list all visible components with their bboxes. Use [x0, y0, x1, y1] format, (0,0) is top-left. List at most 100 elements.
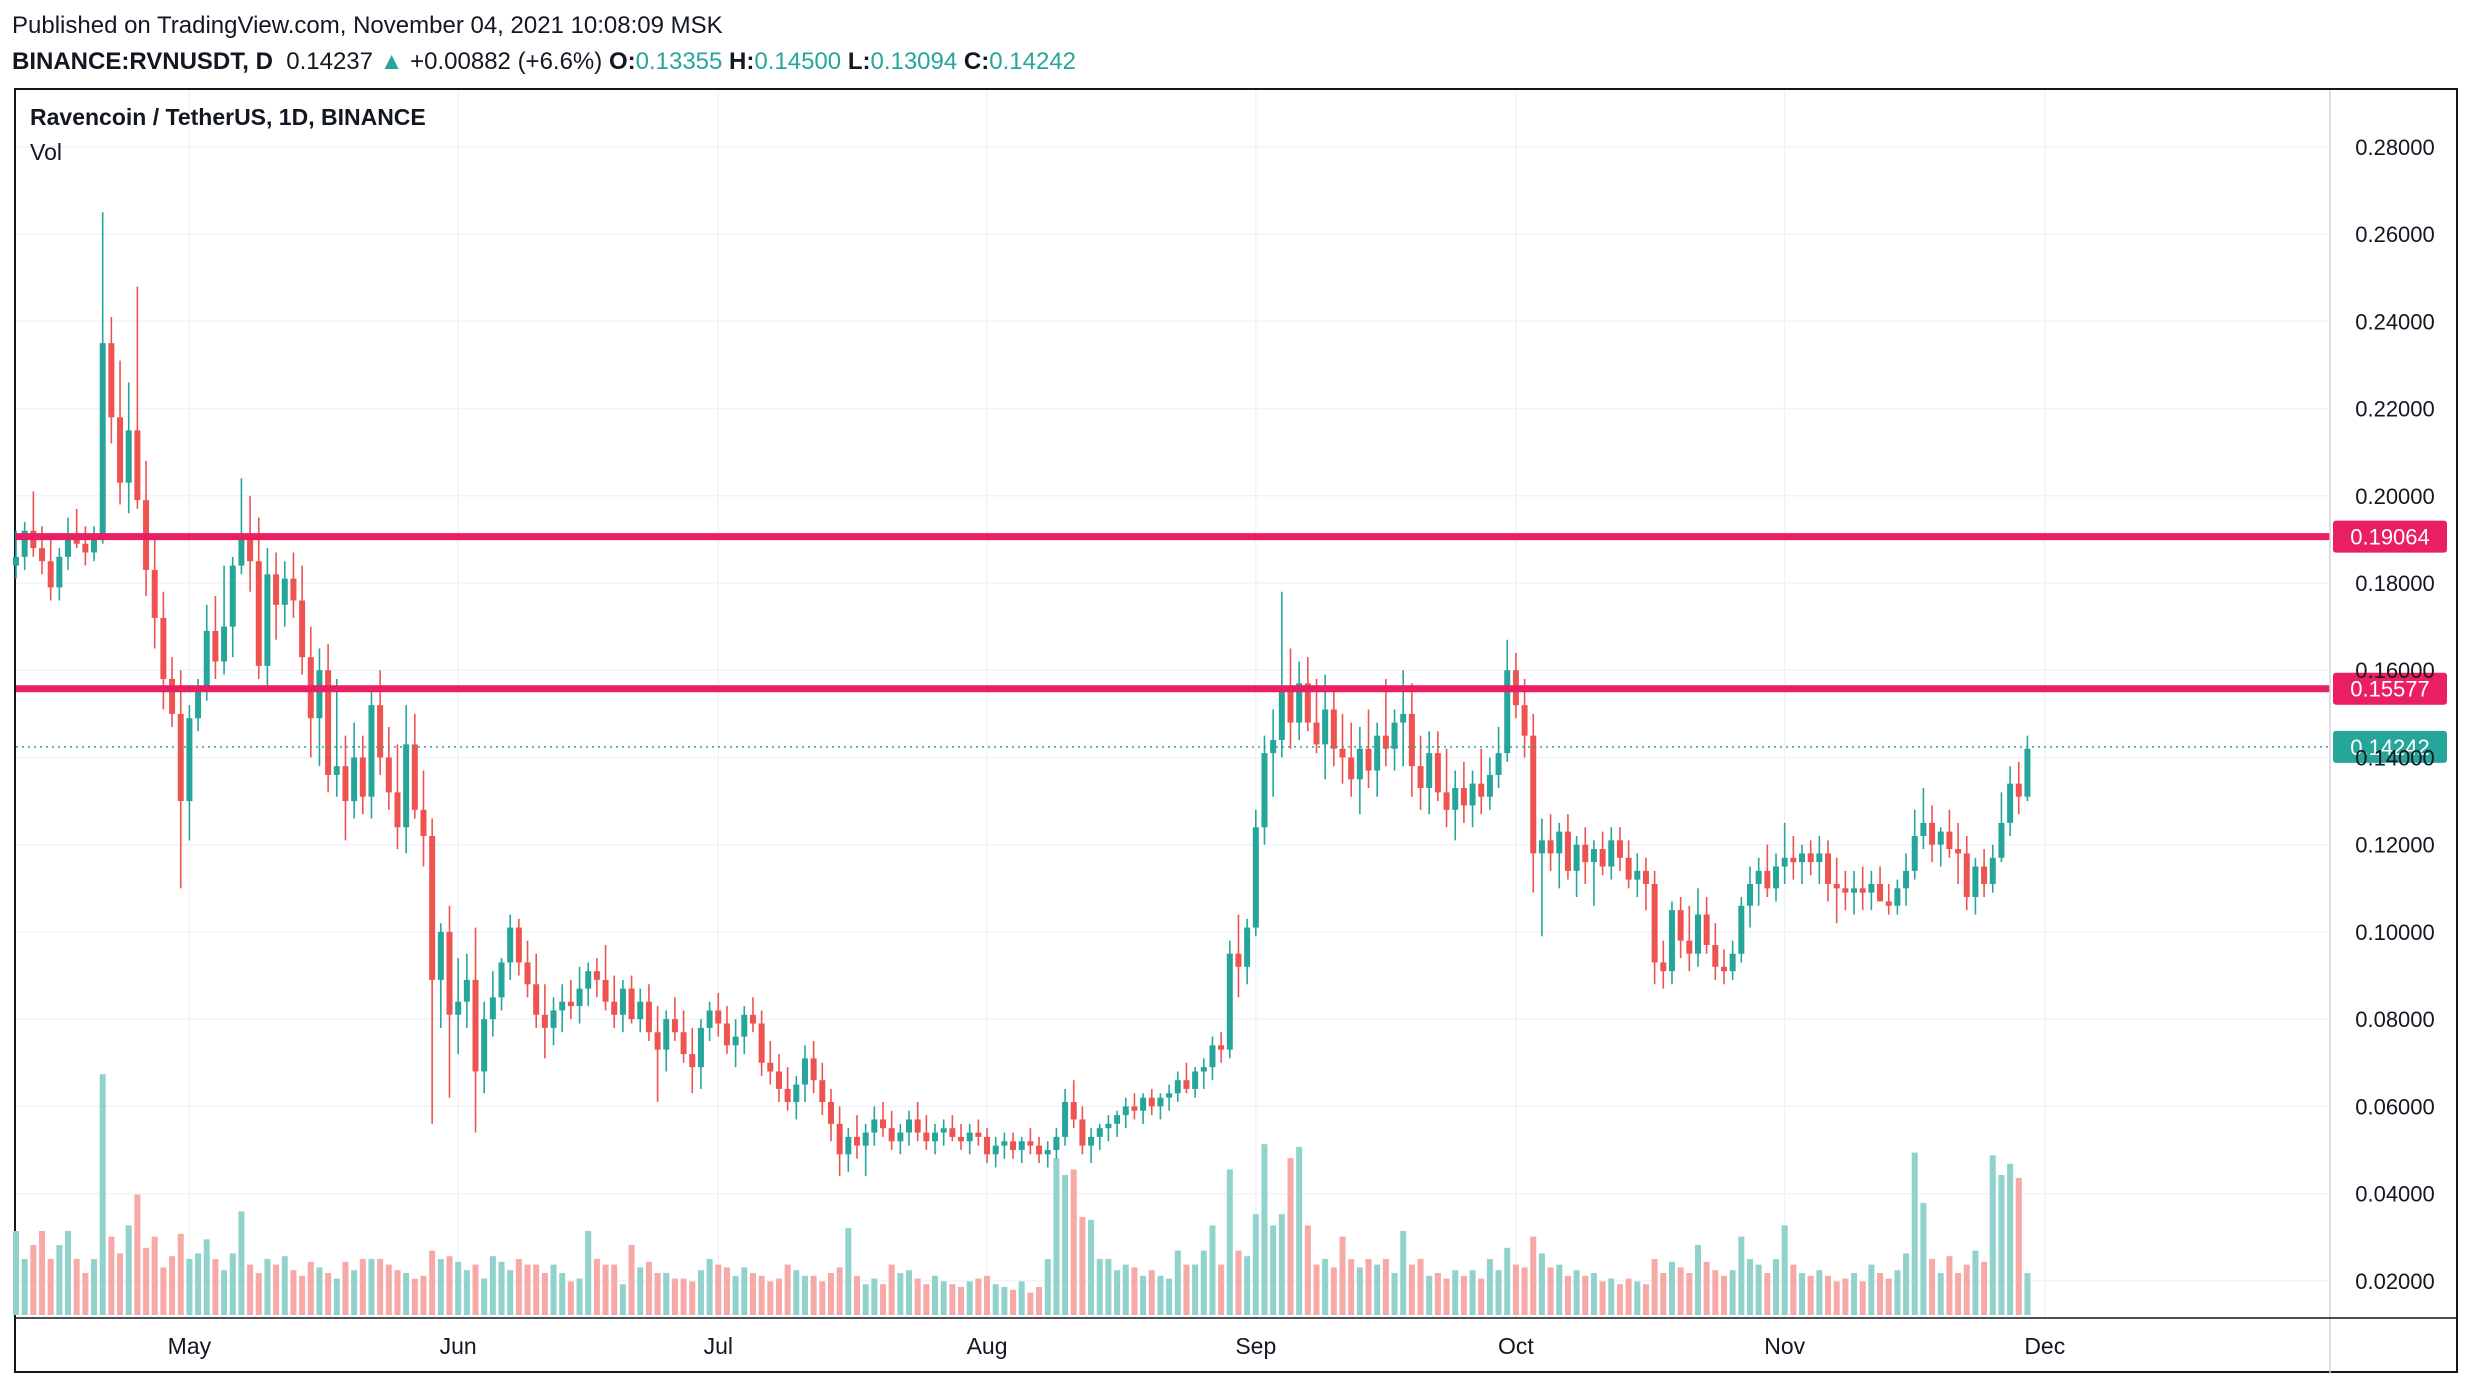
- candle-body: [897, 1132, 904, 1142]
- candle-body: [1859, 888, 1866, 893]
- y-tick-label: 0.24000: [2355, 309, 2435, 334]
- volume-bar: [203, 1239, 210, 1315]
- candle: [1981, 849, 1988, 898]
- volume-bar: [1460, 1275, 1467, 1315]
- volume-bar: [1972, 1250, 1979, 1315]
- candle-body: [1365, 748, 1372, 771]
- candle: [1200, 1058, 1207, 1089]
- open-value: 0.13355: [635, 48, 723, 75]
- candle: [810, 1040, 817, 1094]
- candle: [273, 552, 280, 640]
- candle-body: [1634, 870, 1641, 880]
- volume-bar: [628, 1245, 635, 1315]
- volume-bar: [1963, 1264, 1970, 1315]
- candle-body: [91, 535, 98, 553]
- candle-body: [455, 1001, 462, 1015]
- candle-body: [394, 792, 401, 828]
- candle: [1842, 870, 1849, 911]
- volume-bar: [810, 1275, 817, 1315]
- volume-bar: [585, 1231, 592, 1315]
- volume-bar: [1625, 1278, 1632, 1315]
- candle-body: [1799, 853, 1806, 863]
- candle: [775, 1054, 782, 1103]
- volume-bar: [1747, 1259, 1753, 1315]
- candle-body: [1937, 831, 1944, 845]
- volume-bar: [1833, 1281, 1840, 1315]
- volume-bar: [420, 1275, 427, 1315]
- volume-bar: [403, 1273, 410, 1315]
- candle-body: [1062, 1102, 1069, 1137]
- candle: [1851, 870, 1858, 915]
- volume-bar: [117, 1253, 124, 1315]
- candle: [446, 905, 453, 1098]
- volume-bar: [914, 1278, 921, 1315]
- candle: [264, 548, 271, 688]
- candle: [359, 735, 366, 815]
- candle-body: [1400, 713, 1407, 723]
- volume-bar: [1001, 1287, 1008, 1315]
- volume-bar: [1877, 1273, 1884, 1315]
- candle-body: [65, 535, 72, 557]
- x-tick-label: Jun: [440, 1333, 477, 1359]
- candle: [368, 692, 375, 819]
- candle: [1382, 678, 1389, 767]
- candle-body: [1825, 853, 1832, 884]
- candle-body: [1668, 910, 1675, 972]
- volume-bar: [247, 1264, 254, 1315]
- candle-body: [1608, 840, 1615, 867]
- candle-body: [1755, 870, 1762, 884]
- volume-bar: [1677, 1267, 1684, 1315]
- candle: [1374, 722, 1381, 797]
- candle: [515, 918, 522, 976]
- volume-bar: [1330, 1267, 1337, 1315]
- candle-body: [1660, 962, 1667, 972]
- published-line: Published on TradingView.com, November 0…: [12, 12, 723, 39]
- volume-bar: [1703, 1261, 1710, 1315]
- candle: [1417, 735, 1424, 810]
- candle-body: [342, 766, 349, 802]
- candle: [533, 953, 540, 1028]
- volume-bar: [775, 1278, 782, 1315]
- volume-bar: [749, 1273, 756, 1315]
- candle-body: [281, 578, 288, 605]
- volume-bar: [56, 1245, 63, 1315]
- candle-body: [984, 1136, 991, 1155]
- candle: [602, 945, 609, 1011]
- candle-body: [1816, 853, 1823, 863]
- candle-body: [1131, 1106, 1138, 1111]
- volume-bar: [489, 1256, 496, 1315]
- volume-bar: [47, 1259, 54, 1315]
- candle: [333, 678, 340, 797]
- candle: [1989, 844, 1996, 893]
- candle: [984, 1128, 991, 1164]
- candle: [299, 565, 306, 675]
- candle-body: [914, 1119, 921, 1133]
- candle-body: [880, 1119, 886, 1129]
- volume-bar: [1192, 1264, 1199, 1315]
- candle-body: [125, 430, 132, 483]
- candle: [1877, 866, 1884, 902]
- volume-bar: [1738, 1236, 1745, 1315]
- candle-body: [1088, 1136, 1095, 1146]
- volume-bar: [1538, 1253, 1545, 1315]
- candle-body: [637, 1001, 644, 1020]
- candle-body: [1530, 735, 1537, 854]
- candle-body: [1235, 953, 1242, 967]
- volume-bar: [611, 1264, 618, 1315]
- volume-bar: [1799, 1273, 1806, 1315]
- candle: [1088, 1128, 1095, 1164]
- volume-bar: [1270, 1225, 1277, 1315]
- candle-body: [99, 343, 106, 536]
- candle-body: [13, 556, 19, 566]
- candle-body: [697, 1027, 704, 1068]
- candle: [1885, 883, 1892, 915]
- volume-bar: [897, 1273, 904, 1315]
- candle: [463, 953, 470, 1028]
- volume-bar: [723, 1267, 730, 1315]
- candle-body: [1079, 1119, 1086, 1146]
- volume-bar: [229, 1253, 236, 1315]
- y-tick-label: 0.06000: [2355, 1094, 2435, 1119]
- candle: [290, 552, 297, 618]
- candle: [567, 979, 574, 1020]
